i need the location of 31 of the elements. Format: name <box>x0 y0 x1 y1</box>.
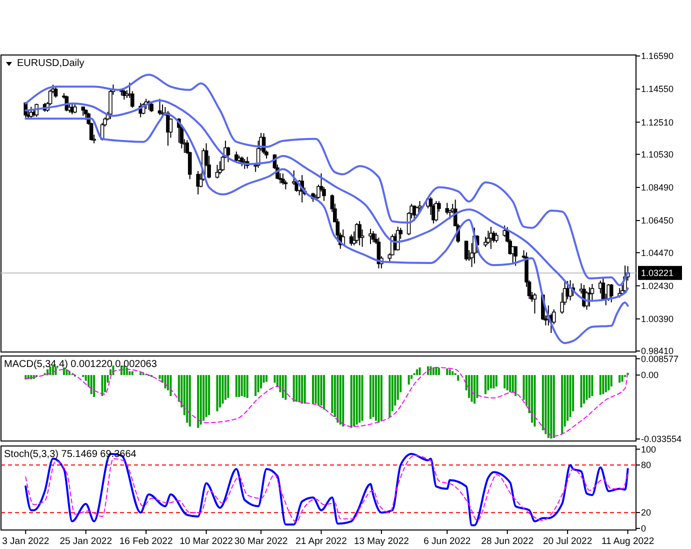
x-tick-label: 30 Mar 2022 <box>234 536 288 547</box>
y-tick-label: 100 <box>641 444 656 454</box>
x-tick-label: 28 Jun 2022 <box>481 536 534 547</box>
y-tick-label: 0.008577 <box>641 354 679 364</box>
x-tick-label: 16 Feb 2022 <box>119 536 173 547</box>
y-tick-label: 0.00 <box>641 370 659 380</box>
chart-title: MACD(5,34,4) 0.001220 0.002063 <box>4 359 158 370</box>
y-tick-label: 0.98410 <box>641 346 674 356</box>
x-tick-label: 10 Mar 2022 <box>180 536 233 547</box>
y-tick-label: 1.04470 <box>641 248 674 258</box>
y-tick-label: -0.033554 <box>641 434 682 444</box>
x-tick-label: 20 Jul 2022 <box>543 536 592 547</box>
y-tick-label: 1.12510 <box>641 117 674 128</box>
y-tick-label: 1.02430 <box>641 280 674 291</box>
y-tick-label: 1.16590 <box>641 51 674 62</box>
y-tick-label: 0 <box>641 524 646 534</box>
x-tick-label: 25 Jan 2022 <box>60 536 112 547</box>
y-tick-label: 1.06450 <box>641 216 674 226</box>
y-tick-label: 1.00390 <box>641 314 674 324</box>
x-tick-label: 21 Apr 2022 <box>296 536 347 547</box>
x-tick-label: 3 Jan 2022 <box>2 536 50 547</box>
x-tick-label: 6 Jun 2022 <box>424 536 471 547</box>
y-tick-label: 20 <box>641 508 652 518</box>
y-tick-label: 1.14550 <box>641 84 674 94</box>
chart-title: EURUSD,Daily <box>17 58 84 69</box>
x-tick-label: 13 May 2022 <box>354 536 409 547</box>
y-tick-label: 1.08490 <box>641 182 674 193</box>
y-tick-label: 1.10530 <box>641 149 674 160</box>
ref-line-label: 1.03221 <box>641 268 674 278</box>
x-tick-label: 11 Aug 2022 <box>601 536 654 547</box>
y-tick-label: 80 <box>641 460 652 470</box>
